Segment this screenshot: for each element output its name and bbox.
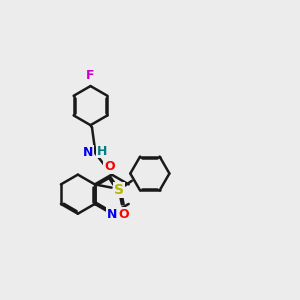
Text: O: O bbox=[104, 160, 115, 173]
Text: O: O bbox=[118, 208, 129, 221]
Text: H: H bbox=[97, 145, 107, 158]
Text: S: S bbox=[114, 183, 124, 197]
Text: N: N bbox=[83, 146, 93, 159]
Text: N: N bbox=[106, 208, 117, 221]
Text: F: F bbox=[86, 69, 95, 82]
